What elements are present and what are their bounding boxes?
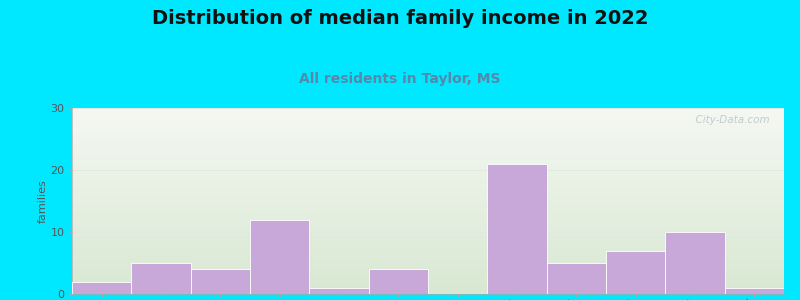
Bar [666, 232, 725, 294]
Bar [369, 269, 428, 294]
Text: City-Data.com: City-Data.com [689, 116, 770, 125]
Bar [487, 164, 546, 294]
Bar [606, 250, 666, 294]
Text: All residents in Taylor, MS: All residents in Taylor, MS [299, 72, 501, 86]
Y-axis label: families: families [38, 179, 47, 223]
Bar [310, 288, 369, 294]
Bar [72, 282, 131, 294]
Text: Distribution of median family income in 2022: Distribution of median family income in … [152, 9, 648, 28]
Bar [131, 263, 190, 294]
Bar [190, 269, 250, 294]
Bar [546, 263, 606, 294]
Bar [250, 220, 310, 294]
Bar [725, 288, 784, 294]
